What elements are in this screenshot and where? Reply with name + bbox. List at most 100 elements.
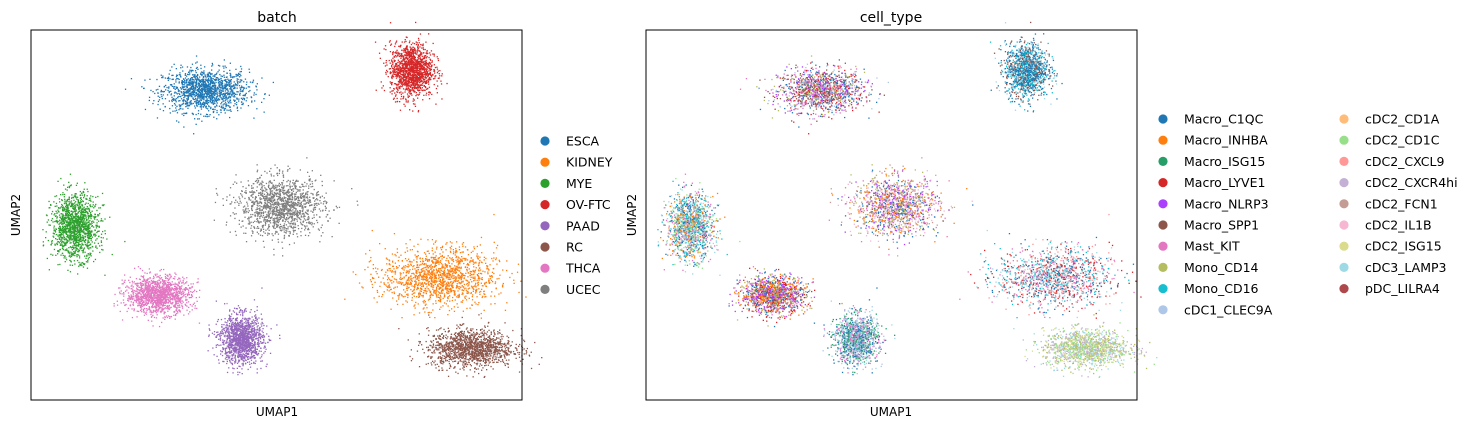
batch-point xyxy=(205,91,206,92)
batch-point xyxy=(407,64,408,65)
batch-point xyxy=(210,73,211,74)
batch-point xyxy=(195,70,196,71)
batch-point xyxy=(409,74,410,75)
batch-point xyxy=(288,166,289,167)
batch-point xyxy=(191,86,192,87)
batch-point xyxy=(82,235,83,236)
batch-point xyxy=(245,212,246,213)
batch-point xyxy=(206,86,207,87)
batch-point xyxy=(413,72,414,73)
batch-point xyxy=(426,93,427,94)
batch-point xyxy=(141,86,142,87)
batch-point xyxy=(74,252,75,253)
batch-point xyxy=(294,215,295,216)
batch-point xyxy=(285,209,286,210)
batch-point xyxy=(67,208,68,209)
batch-point xyxy=(419,92,420,93)
batch-point xyxy=(197,61,198,62)
batch-point xyxy=(265,211,266,212)
batch-point xyxy=(386,70,387,71)
batch-point xyxy=(275,228,276,229)
batch-point xyxy=(57,264,58,265)
batch-point xyxy=(176,120,177,121)
batch-point xyxy=(405,39,406,40)
batch-point xyxy=(143,88,144,89)
batch-point xyxy=(72,215,73,216)
batch-point xyxy=(258,233,259,234)
batch-point xyxy=(303,189,304,190)
batch-point xyxy=(223,75,224,76)
batch-point xyxy=(69,218,70,219)
batch-point xyxy=(391,91,392,92)
batch-point xyxy=(81,248,82,249)
batch-point xyxy=(410,46,411,47)
batch-point xyxy=(57,234,58,235)
batch-point xyxy=(125,89,126,90)
batch-point xyxy=(75,206,76,207)
batch-point xyxy=(82,231,83,232)
batch-point xyxy=(308,203,309,204)
batch-point xyxy=(85,229,86,230)
batch-point xyxy=(207,74,208,75)
batch-point xyxy=(163,103,164,104)
batch-point xyxy=(74,211,75,212)
batch-point xyxy=(181,91,182,92)
batch-point xyxy=(87,212,88,213)
batch-point xyxy=(430,54,431,55)
batch-point xyxy=(393,74,394,75)
batch-point xyxy=(267,228,268,229)
batch-point xyxy=(194,74,195,75)
batch-point xyxy=(420,55,421,56)
batch-point xyxy=(252,233,253,234)
batch-point xyxy=(83,197,84,198)
batch-point xyxy=(90,200,91,201)
batch-point xyxy=(205,81,206,82)
batch-point xyxy=(55,216,56,217)
batch-point xyxy=(241,98,242,99)
batch-point xyxy=(86,261,87,262)
batch-point xyxy=(74,227,75,228)
batch-point xyxy=(73,200,74,201)
batch-point xyxy=(174,103,175,104)
batch-point xyxy=(426,81,427,82)
batch-point xyxy=(400,73,401,74)
batch-point xyxy=(76,231,77,232)
batch-point xyxy=(90,195,91,196)
batch-point xyxy=(180,65,181,66)
batch-point xyxy=(172,111,173,112)
batch-point xyxy=(172,86,173,87)
batch-point xyxy=(78,207,79,208)
batch-point xyxy=(167,94,168,95)
batch-point xyxy=(413,49,414,50)
batch-point xyxy=(234,181,235,182)
batch-point xyxy=(196,95,197,96)
batch-point xyxy=(405,106,406,107)
batch-point xyxy=(205,83,206,84)
batch-point xyxy=(84,195,85,196)
batch-point xyxy=(236,235,237,236)
batch-point xyxy=(67,231,68,232)
batch-point xyxy=(205,116,206,117)
batch-point xyxy=(390,68,391,69)
batch-point xyxy=(186,86,187,87)
batch-point xyxy=(209,114,210,115)
batch-point xyxy=(90,218,91,219)
batch-point xyxy=(162,76,163,77)
batch-point xyxy=(84,218,85,219)
batch-point xyxy=(176,110,177,111)
batch-point xyxy=(263,98,264,99)
batch-point xyxy=(197,78,198,79)
batch-point xyxy=(216,92,217,93)
batch-point xyxy=(74,263,75,264)
batch-point xyxy=(207,80,208,81)
batch-point xyxy=(67,187,68,188)
batch-point xyxy=(225,90,226,91)
batch-point xyxy=(64,199,65,200)
batch-point xyxy=(421,72,422,73)
batch-point xyxy=(179,94,180,95)
batch-point xyxy=(330,218,331,219)
batch-point xyxy=(89,237,90,238)
batch-point xyxy=(302,186,303,187)
batch-point xyxy=(262,235,263,236)
batch-point xyxy=(428,84,429,85)
